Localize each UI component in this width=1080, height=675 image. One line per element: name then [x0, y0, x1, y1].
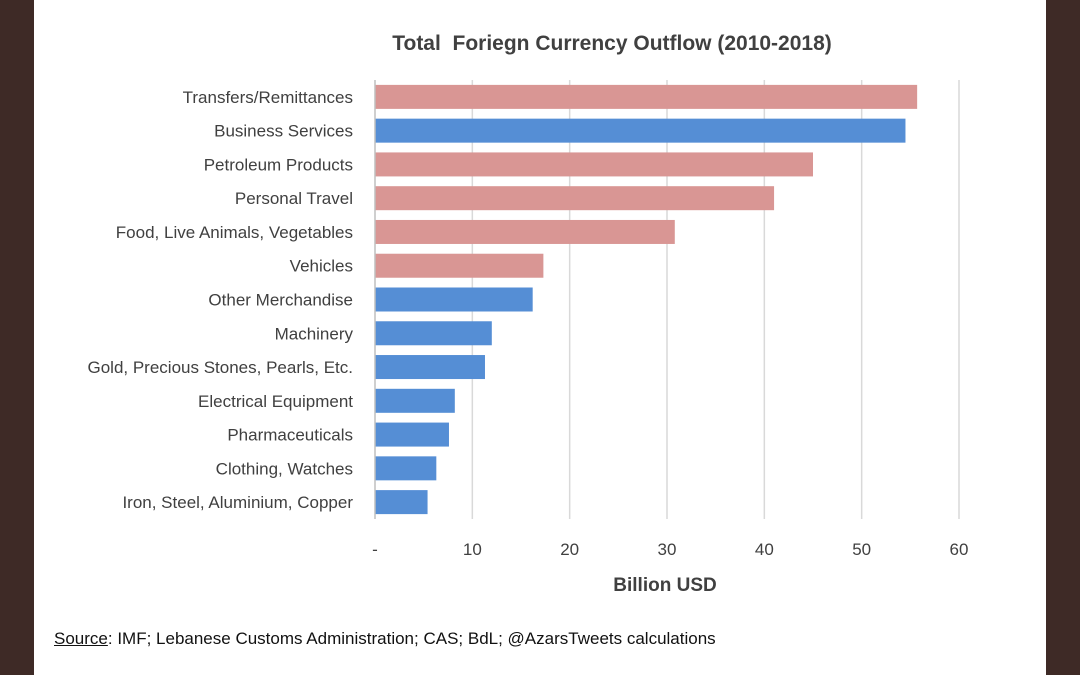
bars [375, 84, 918, 515]
category-label-8: Gold, Precious Stones, Pearls, Etc. [87, 358, 353, 377]
bar-11 [375, 456, 437, 481]
bar-4 [375, 219, 675, 244]
bar-8 [375, 355, 485, 380]
bar-1 [375, 118, 906, 143]
bar-chart: Total Foriegn Currency Outflow (2010-201… [87, 32, 968, 596]
x-tick-label-50: 50 [852, 540, 871, 559]
category-label-1: Business Services [214, 122, 353, 141]
category-labels: Transfers/Remittances Business Services Pe… [87, 88, 353, 512]
x-tick-label-0: - [372, 540, 378, 559]
gridlines [471, 80, 960, 519]
category-label-10: Pharmaceuticals [227, 426, 353, 445]
category-label-6: Other Merchandise [208, 291, 353, 310]
source-label: Source [54, 629, 108, 648]
bar-10 [375, 422, 449, 447]
x-axis-label: Billion USD [613, 575, 716, 596]
x-tick-label-60: 60 [950, 540, 969, 559]
x-tick-label-10: 10 [463, 540, 482, 559]
source-note: Source: IMF; Lebanese Customs Administra… [54, 629, 716, 649]
x-tick-label-40: 40 [755, 540, 774, 559]
category-label-9: Electrical Equipment [198, 392, 353, 411]
category-label-2: Petroleum Products [204, 155, 353, 174]
x-tick-labels: - 10 20 30 40 50 60 [372, 540, 968, 559]
category-label-4: Food, Live Animals, Vegetables [116, 223, 353, 242]
bar-5 [375, 253, 544, 278]
source-text: : IMF; Lebanese Customs Administration; … [107, 629, 716, 648]
chart-panel: Total Foriegn Currency Outflow (2010-201… [34, 0, 1046, 675]
category-label-0: Transfers/Remittances [183, 88, 353, 107]
bar-2 [375, 152, 813, 177]
category-label-7: Machinery [275, 324, 354, 343]
category-label-3: Personal Travel [235, 189, 353, 208]
category-label-5: Vehicles [290, 257, 353, 276]
x-tick-label-20: 20 [560, 540, 579, 559]
bar-7 [375, 321, 492, 346]
bar-0 [375, 84, 918, 109]
x-tick-label-30: 30 [658, 540, 677, 559]
bar-3 [375, 186, 775, 211]
category-label-12: Iron, Steel, Aluminium, Copper [122, 493, 353, 512]
bar-12 [375, 490, 428, 515]
bar-6 [375, 287, 533, 312]
chart-title: Total Foriegn Currency Outflow (2010-201… [392, 32, 832, 55]
category-label-11: Clothing, Watches [216, 459, 353, 478]
bar-9 [375, 388, 455, 413]
